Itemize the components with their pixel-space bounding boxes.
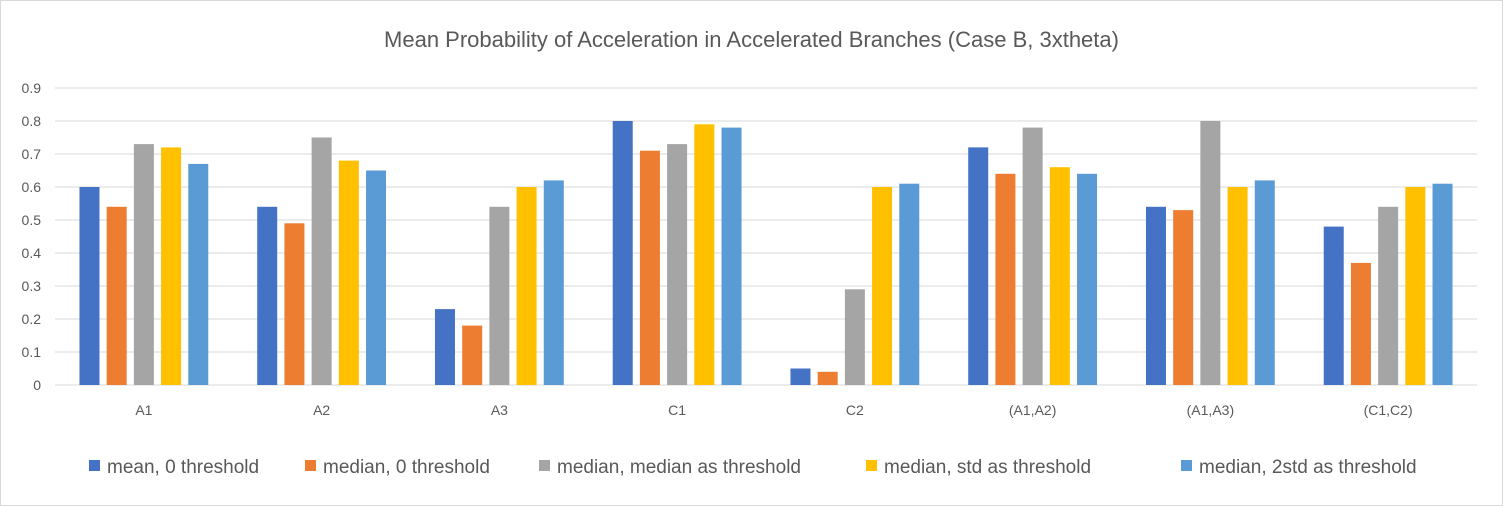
bar	[667, 144, 688, 385]
legend-swatch	[305, 460, 316, 471]
bar	[1077, 173, 1098, 385]
bar	[639, 150, 660, 385]
bar	[844, 289, 865, 385]
bar	[516, 187, 537, 385]
bar	[311, 137, 332, 385]
x-tick-label: (C1,C2)	[1364, 402, 1413, 418]
legend-entry: median, 0 threshold	[323, 457, 490, 478]
legend-entry: mean, 0 threshold	[107, 457, 259, 478]
bar	[1200, 121, 1221, 385]
y-tick-label: 0.3	[22, 278, 42, 294]
y-tick-label: 0.4	[22, 245, 42, 261]
x-tick-label: A3	[491, 402, 508, 418]
bar	[133, 144, 154, 385]
bar	[995, 173, 1016, 385]
bar	[1145, 206, 1166, 385]
y-tick-label: 0.5	[22, 212, 42, 228]
y-tick-label: 0	[33, 377, 41, 393]
bar	[434, 309, 455, 385]
bar	[1227, 187, 1248, 385]
bar	[790, 368, 811, 385]
bar	[1323, 226, 1344, 385]
bar	[872, 187, 893, 385]
bar	[106, 206, 127, 385]
y-tick-label: 0.6	[22, 179, 42, 195]
x-tick-label: C1	[668, 402, 686, 418]
bar	[968, 147, 989, 385]
bar	[188, 163, 209, 385]
legend-entry: median, median as threshold	[557, 457, 801, 478]
legend-entry: median, 2std as threshold	[1199, 457, 1417, 478]
y-tick-label: 0.9	[22, 80, 42, 96]
legend-swatch	[866, 460, 877, 471]
legend-swatch	[89, 460, 100, 471]
y-tick-label: 0.8	[22, 113, 42, 129]
y-tick-label: 0.1	[22, 344, 42, 360]
bar	[1254, 180, 1275, 385]
bar	[817, 371, 838, 385]
bar	[489, 206, 510, 385]
legend-swatch	[1181, 460, 1192, 471]
bar	[612, 121, 633, 385]
legend-swatch	[539, 460, 550, 471]
x-tick-label: (A1,A3)	[1187, 402, 1234, 418]
y-tick-label: 0.7	[22, 146, 42, 162]
bar	[257, 206, 278, 385]
x-tick-label: C2	[846, 402, 864, 418]
bar	[899, 183, 920, 385]
bar	[284, 223, 305, 385]
bar	[1022, 127, 1043, 385]
bar	[1378, 206, 1399, 385]
bar	[79, 187, 100, 385]
chart-title: Mean Probability of Acceleration in Acce…	[384, 27, 1119, 52]
bar	[1350, 262, 1371, 385]
bar	[721, 127, 742, 385]
bar	[1049, 167, 1070, 385]
x-tick-label: (A1,A2)	[1009, 402, 1056, 418]
x-tick-label: A1	[135, 402, 152, 418]
bar	[366, 170, 387, 385]
legend-entry: median, std as threshold	[884, 457, 1091, 478]
bar	[543, 180, 564, 385]
bar	[1405, 187, 1426, 385]
bar	[338, 160, 359, 385]
bar	[694, 124, 715, 386]
x-tick-label: A2	[313, 402, 330, 418]
bar	[1173, 210, 1194, 385]
y-tick-label: 0.2	[22, 311, 42, 327]
bar	[1432, 183, 1453, 385]
bar	[462, 325, 483, 385]
bar	[161, 147, 182, 385]
